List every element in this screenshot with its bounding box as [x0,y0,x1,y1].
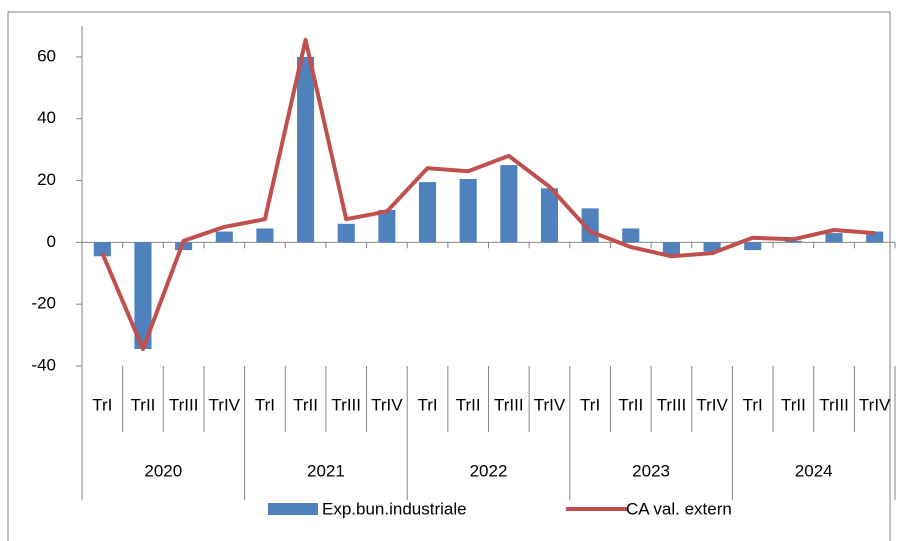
x-tick-label: TrIV [371,395,403,414]
bar [866,231,884,243]
x-tick-label: TrII [131,395,156,414]
y-tick-label: 40 [37,108,56,127]
x-tick-label: TrI [743,395,763,414]
x-tick-label: TrI [580,395,600,414]
legend-label: Exp.bun.industriale [322,499,467,518]
x-tick-label: TrI [417,395,437,414]
bar [418,182,437,243]
bar [540,188,559,243]
y-tick-label: -20 [31,294,56,313]
bar [378,209,396,243]
x-tick-label: TrIII [331,395,361,414]
bar [459,179,477,243]
x-tick-label: TrIV [534,395,566,414]
group-label: 2024 [795,461,833,480]
x-tick-label: TrII [781,395,806,414]
y-tick-label: 20 [37,170,56,189]
x-tick-label: TrII [456,395,481,414]
group-label: 2022 [470,461,508,480]
bar [662,242,680,255]
bar [337,223,355,243]
x-tick-label: TrIII [657,395,687,414]
y-tick-label: 0 [47,232,56,251]
y-tick-label: 60 [37,46,56,65]
x-tick-label: TrI [255,395,275,414]
bar [134,242,152,349]
group-label: 2021 [307,461,345,480]
x-tick-label: TrIV [859,395,891,414]
group-label: 2020 [144,461,182,480]
x-tick-label: TrIV [696,395,728,414]
x-tick-label: TrIII [819,395,849,414]
x-tick-label: TrI [92,395,112,414]
bar [500,165,518,243]
bar [825,233,843,243]
legend-label: CA val. extern [626,499,732,518]
x-tick-label: TrIV [209,395,241,414]
x-tick-label: TrIII [494,395,524,414]
y-tick-label: -40 [31,355,56,374]
bar [256,228,274,243]
group-label: 2023 [632,461,670,480]
bar [215,231,233,243]
chart-frame [7,11,891,541]
bar [622,228,640,243]
x-tick-label: TrIII [169,395,199,414]
legend-swatch [268,503,318,515]
bar [297,56,315,243]
bar [784,240,802,243]
bar [93,242,111,257]
x-tick-label: TrII [618,395,643,414]
bar [703,242,721,252]
line [100,37,875,351]
x-tick-label: TrII [293,395,318,414]
bar [744,242,762,251]
